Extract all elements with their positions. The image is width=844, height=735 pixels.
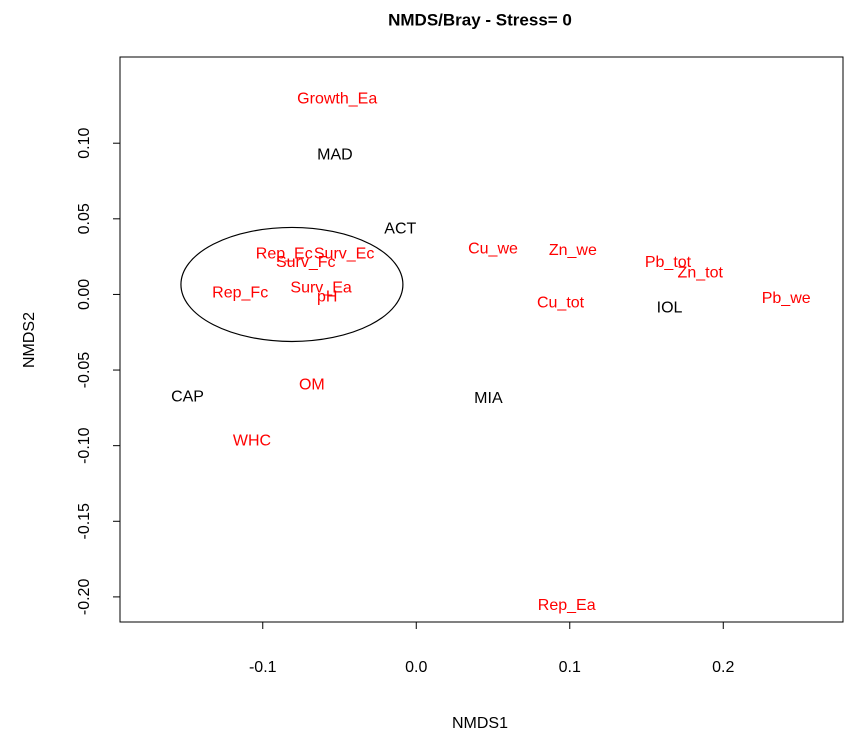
y-tick-label: -0.20 (76, 579, 93, 616)
point-label: Zn_we (549, 242, 597, 259)
point-label: Pb_tot (645, 254, 692, 271)
chart-title: NMDS/Bray - Stress= 0 (388, 10, 572, 29)
point-label: Cu_we (468, 240, 518, 257)
group-ellipse (180, 226, 404, 343)
point-label: Surv_Ec (314, 246, 374, 263)
y-tick-label: -0.05 (76, 352, 93, 389)
x-tick-label: 0.1 (559, 659, 581, 676)
y-tick-label: 0.00 (76, 279, 93, 310)
point-label: Surv_Fc (276, 254, 336, 271)
point-label: Surv_Ea (290, 280, 351, 297)
x-tick-label: -0.1 (249, 659, 277, 676)
point-label: IOL (657, 299, 683, 316)
y-tick-label: -0.10 (76, 427, 93, 464)
y-tick-label: 0.05 (76, 203, 93, 234)
point-label: CAP (171, 388, 204, 405)
point-label: Rep_Ea (538, 597, 596, 614)
y-axis-label: NMDS2 (21, 312, 38, 368)
point-label: ACT (384, 221, 416, 238)
x-tick-label: 0.2 (712, 659, 734, 676)
point-label: Cu_tot (537, 295, 585, 312)
x-axis-label: NMDS1 (452, 715, 508, 732)
plot-frame (119, 56, 844, 623)
point-label: Growth_Ea (297, 91, 377, 108)
point-label: MIA (474, 390, 503, 407)
y-tick-label: -0.15 (76, 503, 93, 540)
point-label: Rep_Ec (256, 246, 313, 263)
point-label: OM (299, 376, 325, 393)
point-label: Pb_we (762, 290, 811, 307)
point-label: WHC (233, 432, 271, 449)
x-tick-label: 0.0 (405, 659, 427, 676)
point-label: Rep_Fc (212, 285, 268, 302)
y-tick-label: 0.10 (76, 128, 93, 159)
point-label: pH (317, 289, 337, 306)
point-label: Zn_tot (678, 264, 724, 281)
point-label: MAD (317, 147, 353, 164)
